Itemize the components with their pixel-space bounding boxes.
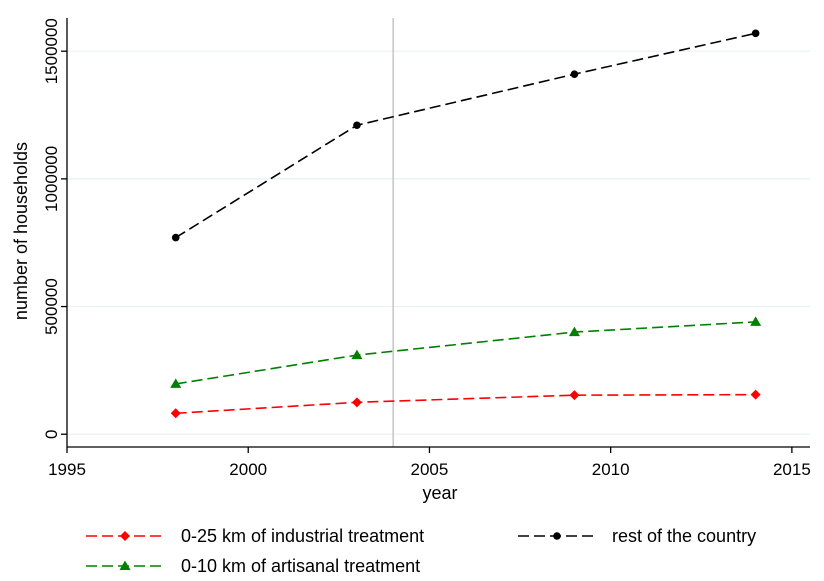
data-point [351, 397, 362, 408]
y-axis-title: number of households [11, 142, 31, 320]
x-tick-label: 1995 [48, 460, 86, 479]
data-point [569, 390, 580, 401]
legend-item-artisanal: 0-10 km of artisanal treatment [86, 556, 420, 576]
data-point [750, 389, 761, 400]
legend-label-rest: rest of the country [612, 526, 756, 546]
x-axis-title: year [422, 483, 457, 503]
data-point [171, 233, 180, 242]
series-0 [170, 389, 761, 419]
legend-item-rest: rest of the country [518, 526, 756, 546]
y-axis-ticks: 0 500000 1000000 1500000 [42, 18, 67, 439]
x-tick-label: 2005 [411, 460, 449, 479]
data-point [751, 29, 760, 38]
x-tick-label: 2010 [592, 460, 630, 479]
y-tick-label: 0 [42, 429, 61, 438]
data-point [353, 121, 361, 130]
legend-item-industrial: 0-25 km of industrial treatment [86, 526, 424, 546]
legend-marker-diamond [120, 531, 130, 541]
series-2 [170, 316, 762, 388]
y-tick-label: 500000 [42, 278, 61, 335]
series-line [175, 393, 756, 415]
series-line [175, 32, 756, 239]
legend-marker-triangle [119, 560, 131, 570]
data-series [170, 29, 762, 419]
data-point [750, 316, 762, 326]
x-axis-ticks: 1995 2000 2005 2010 2015 [48, 447, 811, 479]
y-tick-label: 1000000 [42, 146, 61, 212]
y-tick-label: 1500000 [42, 18, 61, 84]
data-point [170, 378, 182, 388]
data-point [170, 408, 181, 419]
series-1 [171, 29, 760, 242]
legend-label-artisanal: 0-10 km of artisanal treatment [181, 556, 420, 576]
series-line [175, 321, 756, 385]
data-point [568, 326, 580, 337]
grid-lines [67, 50, 810, 435]
axes [66, 18, 810, 448]
data-point [570, 70, 579, 78]
legend-label-industrial: 0-25 km of industrial treatment [181, 526, 424, 546]
legend: 0-25 km of industrial treatment rest of … [86, 526, 756, 576]
legend-marker-circle [553, 532, 561, 540]
x-tick-label: 2000 [229, 460, 267, 479]
data-point [351, 349, 363, 360]
x-tick-label: 2015 [773, 460, 811, 479]
